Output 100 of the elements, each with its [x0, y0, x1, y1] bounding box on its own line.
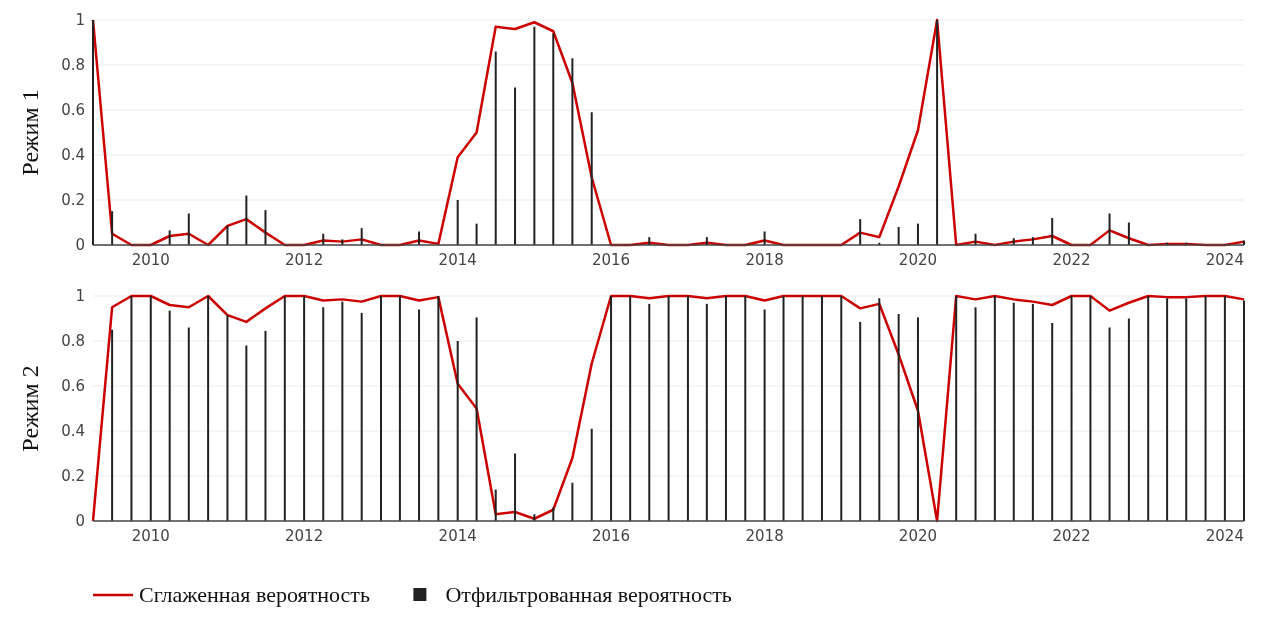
bar — [341, 301, 344, 521]
x-tick-label: 2010 — [131, 251, 170, 269]
bar — [111, 329, 114, 521]
bar — [993, 296, 996, 521]
bar — [283, 296, 286, 521]
bar — [878, 298, 881, 521]
bar — [744, 296, 747, 521]
bar — [437, 296, 440, 521]
x-tick-label: 2012 — [285, 251, 324, 269]
bar — [360, 312, 363, 521]
x-tick-label: 2024 — [1205, 251, 1244, 269]
bar — [1051, 218, 1054, 245]
bar — [264, 330, 267, 521]
bar — [168, 230, 171, 245]
y-tick-label: 0.6 — [61, 101, 85, 120]
bar — [245, 345, 248, 521]
bar — [226, 225, 229, 245]
y-tick-label: 1 — [75, 287, 85, 306]
y-tick-label: 0 — [75, 512, 85, 531]
bar — [398, 296, 401, 521]
bar — [590, 428, 593, 521]
bar — [187, 327, 190, 521]
x-tick-label: 2020 — [898, 527, 938, 545]
x-tick-label: 2014 — [438, 251, 477, 269]
bar — [801, 296, 804, 521]
bar — [916, 223, 919, 245]
bar — [168, 310, 171, 521]
y-tick-label: 0.4 — [61, 146, 85, 165]
y-axis-title: Режим 2 — [17, 365, 43, 452]
y-tick-label: 0.2 — [61, 467, 85, 486]
x-tick-label: 2014 — [438, 527, 477, 545]
bar — [571, 482, 574, 521]
bar — [590, 112, 593, 245]
bar — [514, 453, 517, 521]
bar — [1147, 296, 1150, 521]
x-tick-label: 2018 — [745, 251, 784, 269]
bar — [475, 223, 478, 245]
bar — [840, 296, 843, 521]
bar — [1031, 303, 1034, 521]
bar — [418, 309, 421, 521]
bar — [859, 321, 862, 521]
bar — [955, 296, 958, 521]
legend-label: Сглаженная вероятность — [139, 582, 370, 607]
legend-label: Отфильтрованная вероятность — [445, 582, 732, 607]
bar — [514, 87, 517, 245]
bar — [629, 296, 632, 521]
bar — [897, 227, 900, 245]
bar — [303, 296, 306, 521]
bar — [226, 315, 229, 521]
y-tick-label: 0.6 — [61, 377, 85, 396]
bar — [187, 213, 190, 245]
bar — [92, 20, 94, 245]
x-tick-label: 2016 — [591, 527, 631, 545]
bar — [1108, 213, 1111, 245]
x-tick-label: 2024 — [1205, 527, 1244, 545]
y-axis-title: Режим 1 — [17, 89, 43, 176]
bar — [1127, 318, 1130, 521]
x-tick-label: 2022 — [1052, 527, 1091, 545]
y-tick-label: 0 — [75, 236, 85, 255]
bar — [916, 317, 919, 521]
bar — [724, 296, 727, 521]
bar — [1166, 298, 1169, 521]
bar — [763, 309, 766, 521]
bar — [380, 296, 383, 521]
bar — [456, 341, 459, 521]
bar — [859, 219, 862, 245]
bar — [494, 489, 497, 521]
bar — [936, 20, 939, 245]
bar — [1012, 302, 1015, 521]
bar — [1108, 327, 1111, 521]
x-tick-label: 2016 — [591, 251, 631, 269]
bar — [1243, 300, 1245, 521]
bar — [322, 307, 325, 521]
bar — [782, 296, 785, 521]
y-tick-label: 0.8 — [61, 332, 85, 351]
x-tick-label: 2022 — [1052, 251, 1091, 269]
bar — [667, 296, 670, 521]
bar — [648, 303, 651, 521]
bar — [686, 296, 689, 521]
bar — [1070, 296, 1073, 521]
bar — [552, 33, 555, 245]
x-tick-label: 2012 — [285, 527, 324, 545]
bar — [897, 314, 900, 521]
bar — [360, 228, 363, 245]
bar — [533, 26, 536, 245]
x-tick-label: 2018 — [745, 527, 784, 545]
bar — [130, 296, 133, 521]
bar — [1204, 296, 1207, 521]
x-tick-label: 2020 — [898, 251, 938, 269]
bar — [571, 58, 574, 245]
bar — [974, 307, 977, 521]
bar — [341, 239, 344, 245]
bar — [1127, 222, 1130, 245]
bar — [610, 296, 613, 521]
bar — [111, 211, 114, 245]
bar — [494, 51, 497, 245]
y-tick-label: 0.8 — [61, 56, 85, 75]
x-tick-label: 2010 — [131, 527, 170, 545]
bar — [149, 296, 152, 521]
bar — [1051, 323, 1054, 521]
